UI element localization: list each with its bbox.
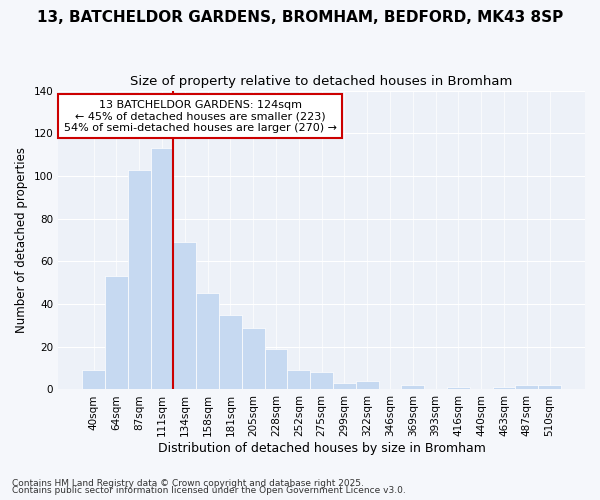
- Bar: [356, 381, 379, 390]
- Bar: [128, 170, 151, 390]
- Title: Size of property relative to detached houses in Bromham: Size of property relative to detached ho…: [130, 75, 513, 88]
- Bar: [515, 385, 538, 390]
- Bar: [401, 385, 424, 390]
- Bar: [219, 314, 242, 390]
- Bar: [82, 370, 105, 390]
- Bar: [493, 388, 515, 390]
- Text: 13 BATCHELDOR GARDENS: 124sqm
← 45% of detached houses are smaller (223)
54% of : 13 BATCHELDOR GARDENS: 124sqm ← 45% of d…: [64, 100, 337, 132]
- Bar: [287, 370, 310, 390]
- Text: Contains HM Land Registry data © Crown copyright and database right 2025.: Contains HM Land Registry data © Crown c…: [12, 478, 364, 488]
- Bar: [196, 294, 219, 390]
- Bar: [173, 242, 196, 390]
- Bar: [310, 372, 333, 390]
- Bar: [265, 349, 287, 390]
- Bar: [538, 385, 561, 390]
- Bar: [242, 328, 265, 390]
- X-axis label: Distribution of detached houses by size in Bromham: Distribution of detached houses by size …: [158, 442, 485, 455]
- Bar: [333, 383, 356, 390]
- Bar: [151, 148, 173, 390]
- Text: Contains public sector information licensed under the Open Government Licence v3: Contains public sector information licen…: [12, 486, 406, 495]
- Bar: [447, 388, 470, 390]
- Y-axis label: Number of detached properties: Number of detached properties: [15, 147, 28, 333]
- Text: 13, BATCHELDOR GARDENS, BROMHAM, BEDFORD, MK43 8SP: 13, BATCHELDOR GARDENS, BROMHAM, BEDFORD…: [37, 10, 563, 25]
- Bar: [105, 276, 128, 390]
